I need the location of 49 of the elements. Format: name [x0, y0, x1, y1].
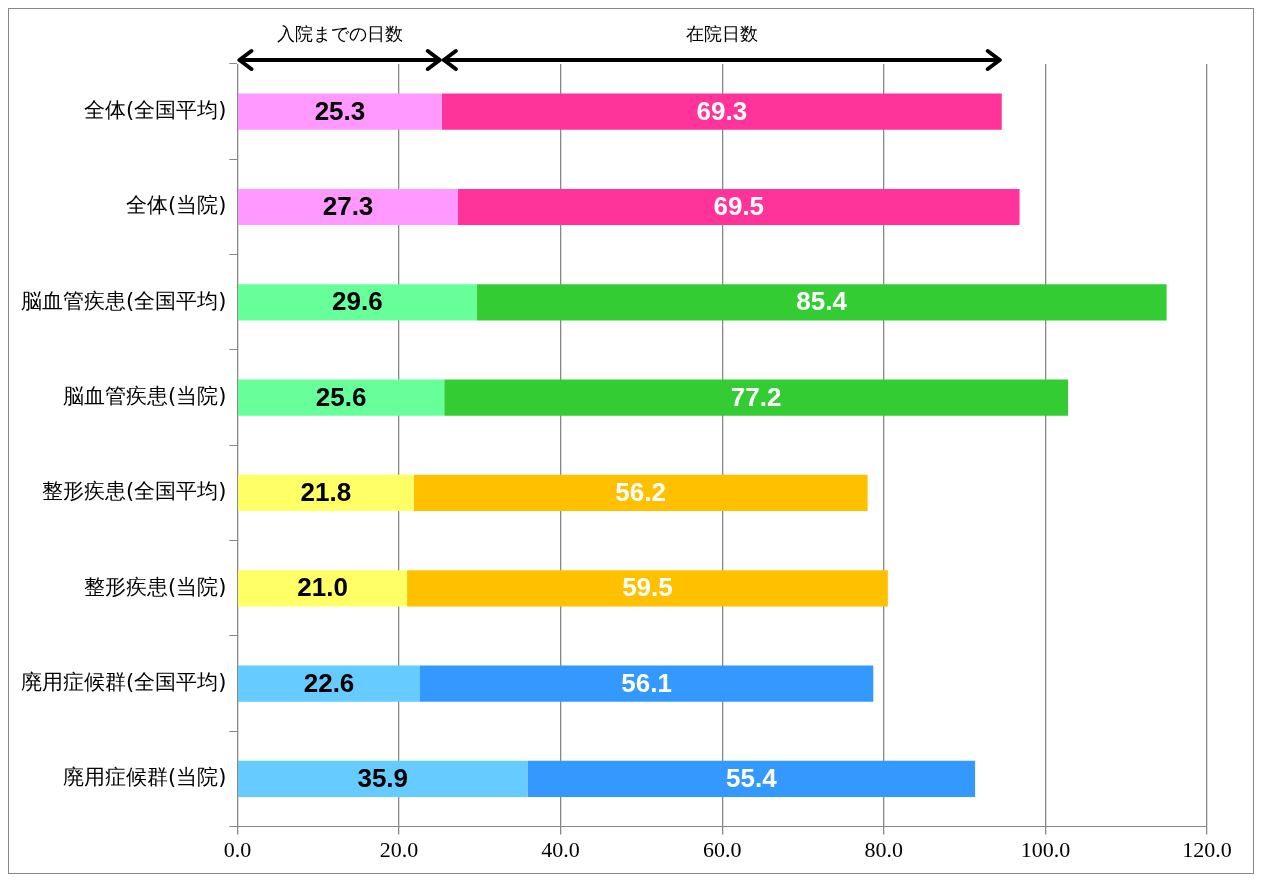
y-tick-label: 整形疾患(当院): [84, 574, 227, 599]
x-tick-label: 120.0: [1182, 836, 1232, 862]
bar: [444, 379, 1069, 416]
y-tick-label: 整形疾患(全国平均): [42, 479, 227, 504]
bar: [238, 379, 445, 416]
data-label: 21.0: [297, 572, 348, 603]
data-label: 59.5: [622, 572, 673, 603]
y-tick-label: 脳血管疾患(全国平均): [21, 288, 227, 313]
data-label: 56.1: [621, 667, 672, 698]
data-label: 69.3: [696, 95, 748, 126]
data-label: 56.2: [615, 477, 666, 508]
bar: [238, 188, 458, 226]
bar: [238, 93, 442, 130]
bar: [238, 570, 408, 607]
x-tick-label: 80.0: [864, 836, 904, 862]
text: 入院までの日数: [276, 22, 403, 46]
bar: [238, 474, 414, 512]
x-tick-label: 60.0: [702, 836, 742, 862]
y-tick-label: 全体(当院): [126, 193, 227, 218]
x-tick-label: 0.0: [223, 836, 252, 862]
bar: [457, 188, 1020, 226]
x-tick-label: 100.0: [1020, 836, 1071, 862]
y-tick-label: 廃用症候群(当院): [63, 765, 227, 790]
data-label: 25.6: [315, 381, 367, 412]
bar: [238, 284, 477, 321]
bar: [420, 665, 874, 702]
data-label: 77.2: [730, 381, 782, 412]
data-label: 85.4: [796, 286, 848, 317]
data-label: 35.9: [357, 763, 409, 794]
bar: [407, 570, 888, 607]
data-label: 69.5: [713, 191, 765, 222]
bar: [238, 665, 420, 702]
bar: [527, 760, 976, 798]
bar: [238, 760, 528, 798]
data-label: 25.3: [314, 95, 366, 126]
data-label: 55.4: [725, 763, 778, 794]
bar: [441, 93, 1002, 130]
bar: [413, 474, 868, 512]
bar: [476, 284, 1167, 321]
data-label: 22.6: [303, 667, 355, 698]
y-tick-label: 全体(全国平均): [84, 98, 227, 123]
data-label: 29.6: [331, 286, 383, 317]
y-tick-label: 脳血管疾患(当院): [63, 384, 227, 409]
text: 在院日数: [685, 22, 758, 46]
y-tick-label: 廃用症候群(全国平均): [21, 670, 227, 695]
data-label: 27.3: [322, 191, 374, 222]
x-tick-label: 20.0: [379, 836, 419, 862]
x-tick-label: 40.0: [541, 836, 580, 862]
data-label: 21.8: [300, 477, 352, 508]
